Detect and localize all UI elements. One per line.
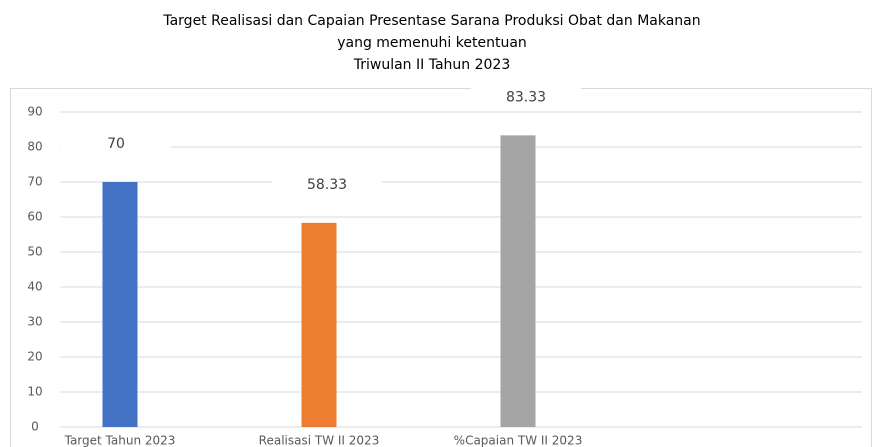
y-tick-label: 60 xyxy=(27,210,42,224)
y-tick-label: 50 xyxy=(27,245,42,259)
value-label: 83.33 xyxy=(506,89,546,105)
value-label: 70 xyxy=(107,136,125,152)
value-label: 58.33 xyxy=(307,177,347,193)
y-tick-label: 0 xyxy=(31,420,39,434)
chart-title: Target Realisasi dan Capaian Presentase … xyxy=(162,13,700,29)
y-tick-label: 10 xyxy=(27,385,42,399)
chart-title: yang memenuhi ketentuan xyxy=(337,35,527,51)
bar xyxy=(102,182,138,427)
value-label-bg xyxy=(471,83,581,112)
chart-title: Triwulan II Tahun 2023 xyxy=(353,57,510,73)
x-tick-label: %Capaian TW II 2023 xyxy=(454,434,583,447)
y-tick-label: 20 xyxy=(27,350,42,364)
value-label-bg xyxy=(272,170,382,199)
x-tick-label: Target Tahun 2023 xyxy=(64,434,176,447)
value-label-bg xyxy=(61,130,171,158)
bar xyxy=(500,135,536,427)
y-tick-label: 80 xyxy=(27,140,42,154)
y-tick-label: 40 xyxy=(27,280,42,294)
bar xyxy=(301,222,337,427)
y-tick-label: 30 xyxy=(27,315,42,329)
y-tick-label: 70 xyxy=(27,175,42,189)
x-tick-label: Realisasi TW II 2023 xyxy=(259,434,380,447)
y-tick-label: 90 xyxy=(27,105,42,119)
